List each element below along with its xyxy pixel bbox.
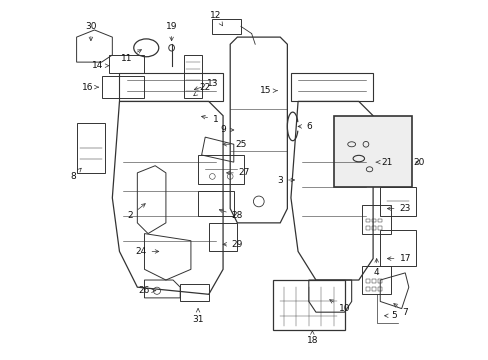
Text: 3: 3: [277, 176, 294, 185]
Text: 1: 1: [201, 115, 218, 124]
Bar: [102, 76, 144, 98]
Text: 4: 4: [373, 258, 379, 277]
Bar: [108, 55, 144, 73]
Bar: [183, 55, 201, 98]
Text: 29: 29: [223, 240, 243, 249]
Bar: [380, 187, 415, 216]
Text: 31: 31: [192, 309, 203, 324]
Text: 30: 30: [85, 22, 97, 41]
Bar: [333, 116, 411, 187]
Bar: [377, 287, 381, 291]
Text: 7: 7: [393, 303, 407, 317]
Text: 20: 20: [413, 158, 425, 167]
Bar: [371, 219, 375, 222]
Bar: [212, 19, 241, 33]
Bar: [362, 205, 390, 234]
Text: 5: 5: [384, 311, 397, 320]
Text: 15: 15: [260, 86, 277, 95]
Text: 18: 18: [306, 330, 318, 345]
Text: 13: 13: [194, 79, 218, 90]
Text: 16: 16: [81, 83, 99, 92]
Bar: [198, 155, 244, 184]
Bar: [365, 287, 369, 291]
Text: 19: 19: [165, 22, 177, 41]
Text: 22: 22: [193, 83, 210, 96]
Bar: [365, 226, 369, 230]
Text: 27: 27: [226, 168, 250, 177]
Text: 9: 9: [220, 126, 233, 135]
Text: 8: 8: [70, 168, 81, 181]
Text: 12: 12: [210, 11, 222, 26]
Bar: [180, 284, 208, 301]
Bar: [377, 279, 381, 283]
Text: 11: 11: [121, 50, 141, 63]
Text: 23: 23: [386, 204, 410, 213]
Bar: [198, 191, 233, 216]
Bar: [208, 223, 237, 251]
Bar: [77, 123, 105, 173]
Bar: [371, 287, 375, 291]
Bar: [377, 219, 381, 222]
Bar: [365, 279, 369, 283]
Text: 24: 24: [135, 247, 159, 256]
Bar: [272, 280, 344, 330]
Text: 28: 28: [219, 209, 243, 220]
Text: 10: 10: [329, 300, 349, 313]
Text: 17: 17: [386, 254, 410, 263]
Bar: [362, 266, 390, 294]
Bar: [371, 226, 375, 230]
Text: 2: 2: [127, 204, 145, 220]
Text: 6: 6: [298, 122, 311, 131]
Bar: [371, 279, 375, 283]
Bar: [365, 219, 369, 222]
Text: 14: 14: [92, 61, 109, 70]
Bar: [380, 230, 415, 266]
Text: 26: 26: [139, 286, 155, 295]
Text: 21: 21: [375, 158, 392, 167]
Text: 25: 25: [223, 140, 246, 149]
Bar: [377, 226, 381, 230]
